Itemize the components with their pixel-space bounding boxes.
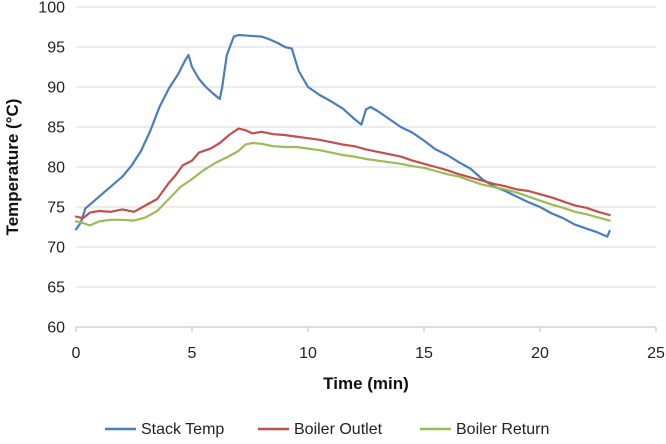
y-tick-label: 65 — [47, 280, 65, 297]
x-tick-label: 10 — [299, 345, 317, 362]
x-tick-label: 0 — [72, 345, 81, 362]
x-tick-label: 25 — [647, 345, 665, 362]
y-tick-label: 70 — [47, 240, 65, 257]
y-tick-label: 100 — [38, 0, 65, 17]
x-tick-label: 5 — [188, 345, 197, 362]
legend-label: Boiler Return — [456, 421, 549, 438]
x-tick-label: 20 — [531, 345, 549, 362]
x-tick-labels: 0 5 10 15 20 25 — [72, 345, 665, 362]
y-tick-label: 75 — [47, 200, 65, 217]
series-line-stack-temp — [74, 33, 611, 238]
axes — [75, 326, 657, 332]
x-tick-label: 15 — [415, 345, 433, 362]
series-lines — [74, 33, 611, 238]
x-axis-title: Time (min) — [323, 374, 409, 393]
gridlines — [76, 6, 656, 288]
series-line-boiler-return — [74, 141, 611, 227]
legend-label: Boiler Outlet — [294, 421, 383, 438]
y-tick-label: 80 — [47, 160, 65, 177]
legend: Stack Temp Boiler Outlet Boiler Return — [105, 421, 549, 438]
y-tick-label: 85 — [47, 120, 65, 137]
y-tick-labels: 60 65 70 75 80 85 90 95 100 — [38, 0, 65, 337]
series-line-boiler-outlet — [74, 127, 611, 220]
y-tick-label: 95 — [47, 40, 65, 57]
y-axis-title: Temperature (°C) — [3, 99, 22, 236]
legend-label: Stack Temp — [141, 421, 224, 438]
y-tick-label: 90 — [47, 80, 65, 97]
y-tick-label: 60 — [47, 320, 65, 337]
